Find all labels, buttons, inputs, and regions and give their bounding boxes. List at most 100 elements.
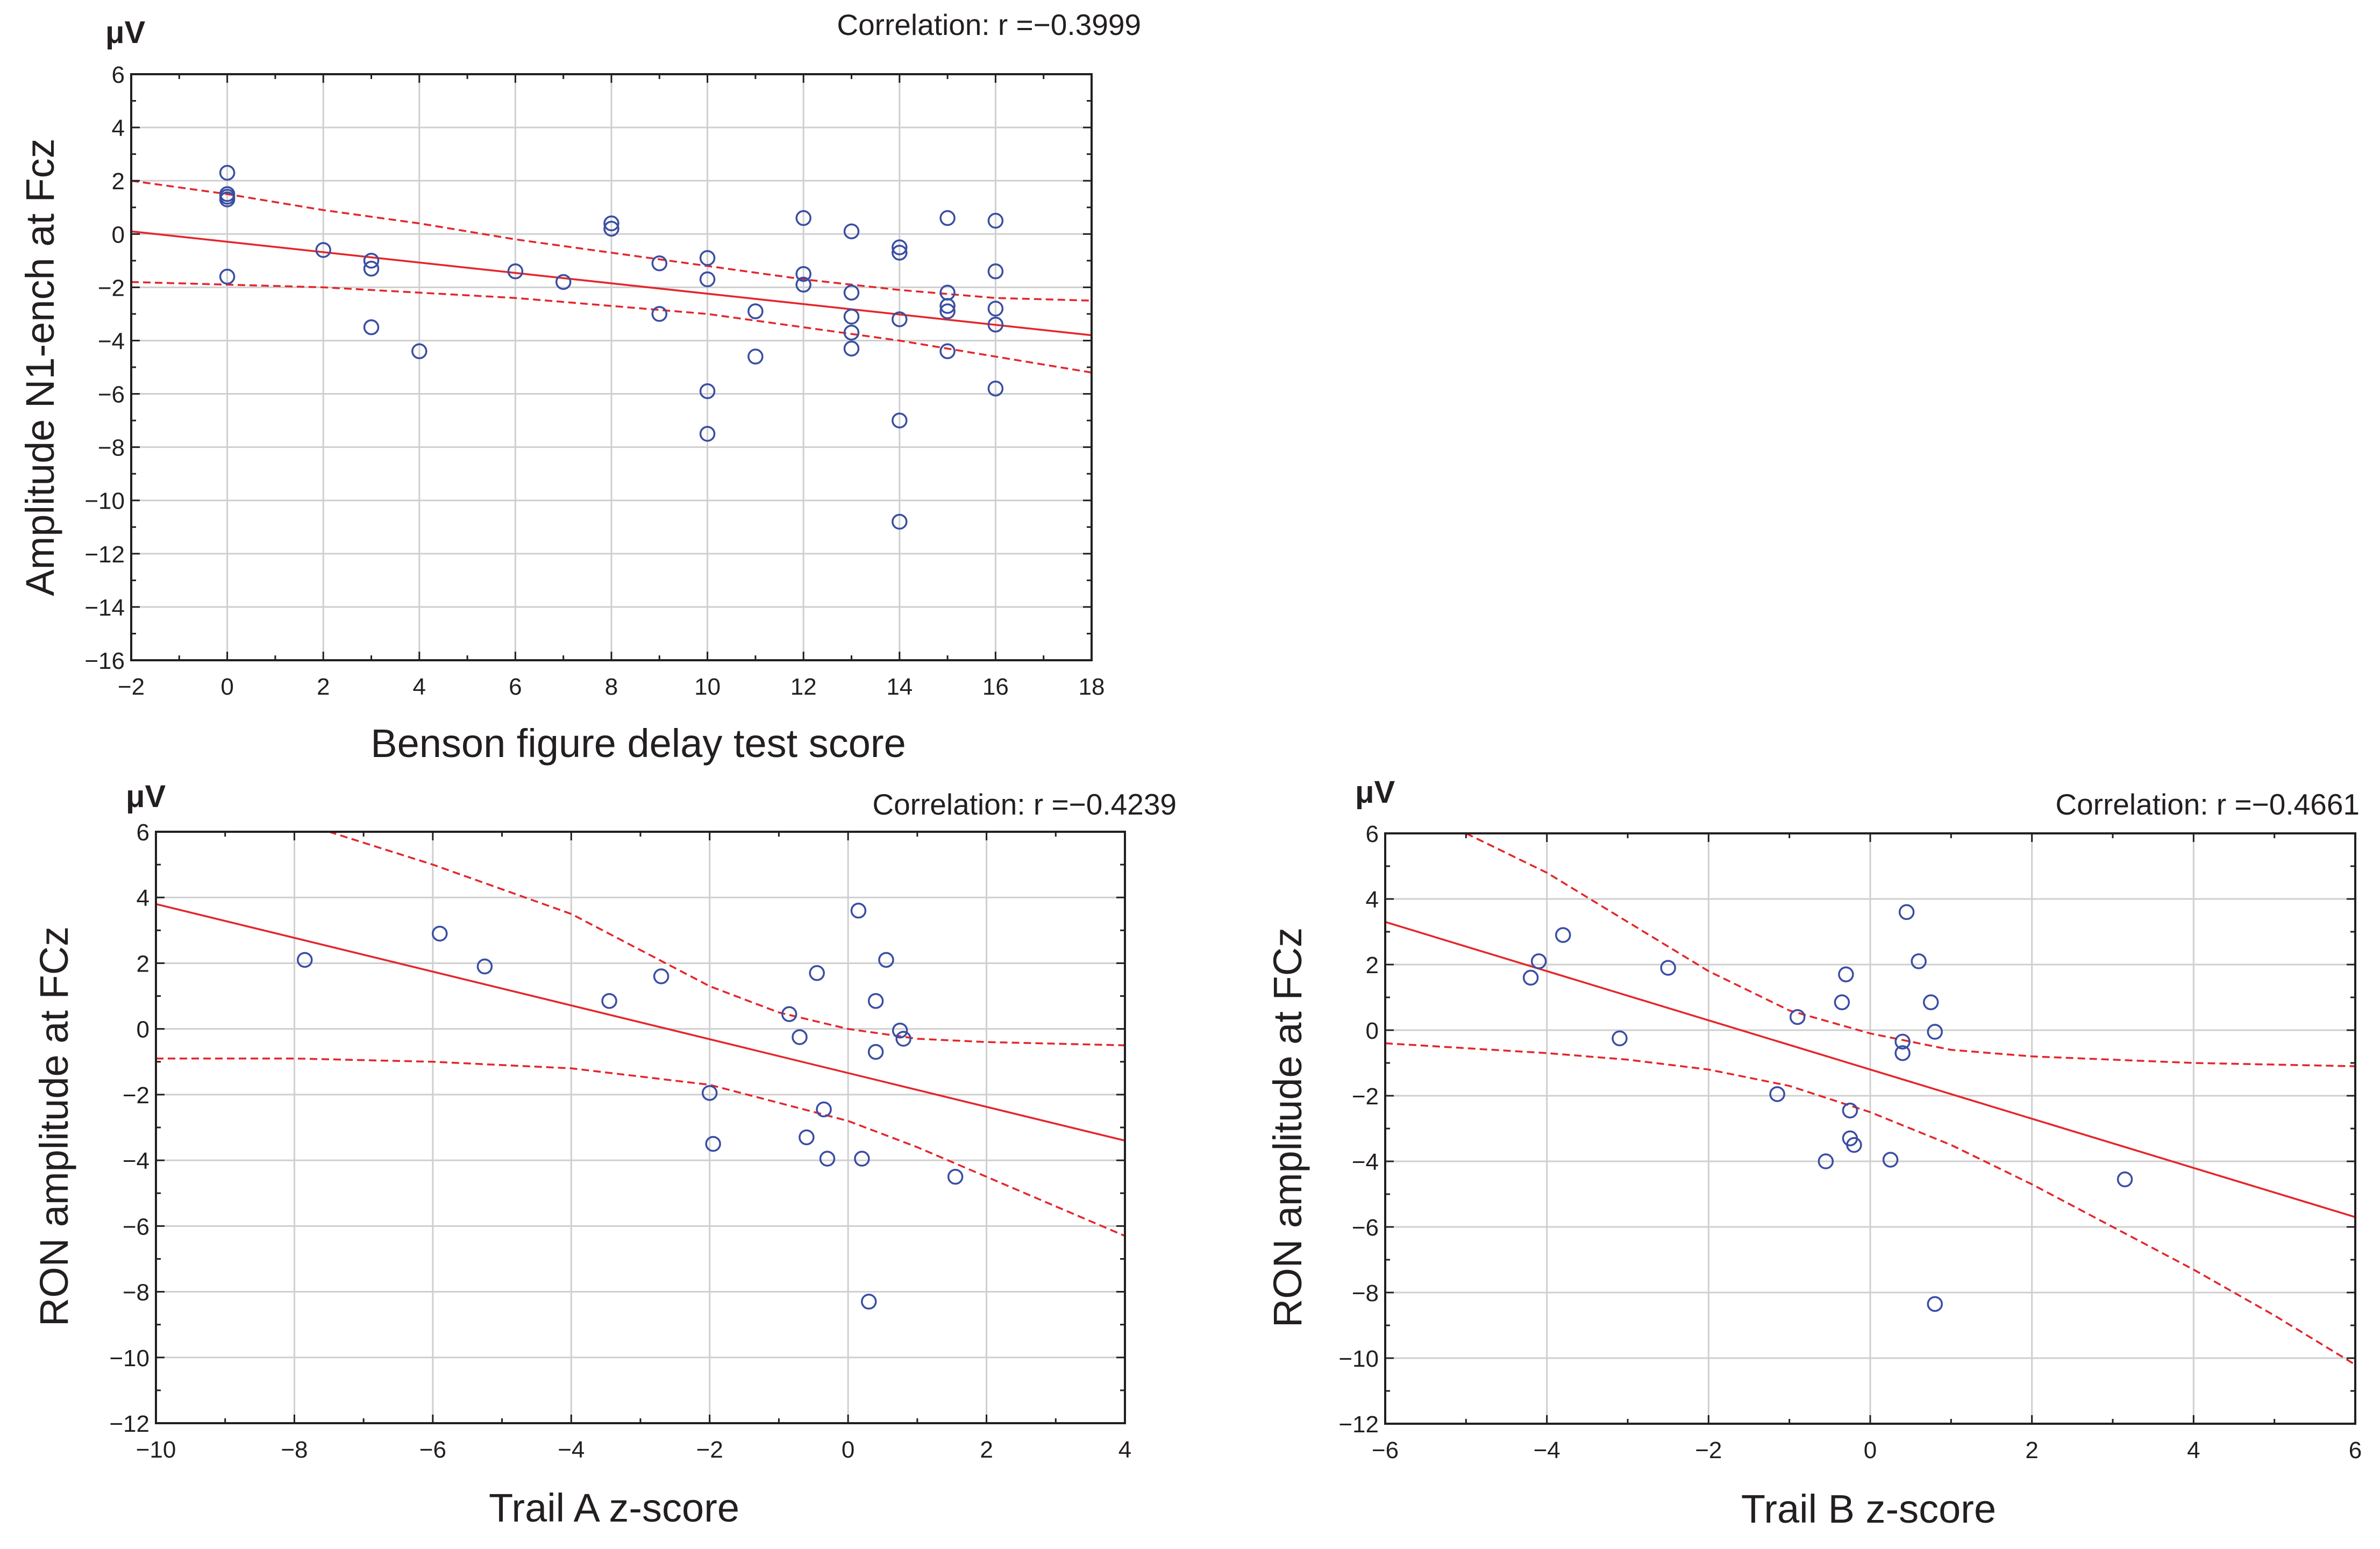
x-tick-label: −2 [696, 1437, 723, 1463]
data-point [795, 266, 811, 282]
y-tick-label: 4 [137, 885, 149, 911]
data-point [892, 513, 908, 530]
data-point [1769, 1086, 1785, 1102]
y-tick-label: 2 [112, 168, 125, 195]
data-point [799, 1129, 815, 1146]
data-point [939, 303, 956, 319]
x-tick-label: 2 [2025, 1437, 2038, 1464]
data-point [850, 902, 867, 919]
y-tick-label: −6 [1352, 1215, 1379, 1241]
x-tick-label: 2 [980, 1437, 993, 1463]
data-point [601, 993, 617, 1009]
x-tick-label: 0 [220, 674, 233, 700]
x-tick-label: 8 [605, 674, 618, 700]
data-point [987, 212, 1004, 229]
confidence-band-lower [156, 1057, 1125, 1237]
y-tick-label: −10 [84, 488, 125, 515]
data-point [699, 383, 716, 399]
data-point [363, 319, 380, 336]
data-point [296, 952, 313, 968]
data-point [747, 348, 764, 365]
x-axis-title: Trail A z-score [489, 1486, 739, 1530]
panel-trail-b: −6 −4 −2 0 2 4 6 −12 −10 −8 −6 −4 −2 0 2 4 6 μV Correlat… [1265, 775, 2362, 1531]
data-point [939, 210, 956, 226]
y-tick-label: 2 [1366, 952, 1379, 979]
data-point [867, 993, 884, 1009]
data-point [363, 260, 380, 277]
data-point [843, 309, 860, 325]
unit-label: μV [1355, 775, 1395, 810]
x-tick-label: 0 [1864, 1437, 1877, 1464]
data-point [1898, 904, 1915, 920]
data-point [699, 250, 716, 266]
x-axis-title: Benson figure delay test score [370, 721, 906, 766]
y-tick-label: −12 [84, 541, 125, 568]
confidence-band-lower [1385, 1042, 2355, 1366]
data-point [1522, 969, 1539, 986]
x-tick-label: 4 [413, 674, 426, 700]
y-tick-label: −4 [123, 1148, 149, 1174]
data-point [219, 268, 236, 285]
x-tick-label: −10 [136, 1437, 176, 1463]
y-tick-label: −6 [98, 382, 125, 408]
x-tick-label: −2 [1695, 1437, 1722, 1464]
data-point [1911, 953, 1927, 969]
x-tick-label: 2 [317, 674, 330, 700]
data-point [1555, 927, 1571, 943]
data-point [747, 303, 764, 319]
y-tick-label: −4 [1352, 1149, 1379, 1175]
data-point [1842, 1102, 1858, 1119]
data-point [892, 412, 908, 429]
y-tick-label: −2 [1352, 1083, 1379, 1110]
data-point [854, 1151, 870, 1167]
correlation-label: Correlation: r =−0.4239 [872, 788, 1177, 821]
x-tick-label: 6 [509, 674, 522, 700]
correlation-label: Correlation: r =−0.4661 [2055, 788, 2360, 821]
data-point [1894, 1045, 1911, 1061]
data-point [1834, 994, 1850, 1010]
data-point [1923, 994, 1939, 1010]
data-point [809, 965, 825, 981]
y-tick-label: 4 [112, 115, 125, 141]
panel-benson: −2 0 2 4 6 8 10 12 14 16 18 −16 −14 −12 −10 −8 −6 −4 −2 0 2 4… [18, 8, 1141, 766]
data-point [878, 952, 894, 968]
data-point [1882, 1152, 1899, 1168]
data-point [867, 1044, 884, 1060]
x-tick-label: 12 [790, 674, 817, 700]
x-tick-label: 0 [842, 1437, 854, 1463]
y-tick-label: 2 [137, 951, 149, 977]
data-point [987, 380, 1004, 397]
x-tick-label: 18 [1079, 674, 1105, 700]
x-tick-label: −4 [1534, 1437, 1560, 1464]
correlation-label: Correlation: r =−0.3999 [837, 8, 1141, 41]
data-point [705, 1136, 721, 1152]
data-point [1530, 953, 1547, 969]
y-tick-label: 6 [112, 62, 125, 88]
data-point [363, 253, 380, 269]
regression-line [1385, 921, 2355, 1218]
data-point [701, 1085, 718, 1101]
y-tick-label: −10 [1338, 1346, 1379, 1372]
data-point [892, 311, 908, 327]
data-point [892, 239, 908, 255]
y-tick-label: 6 [1366, 821, 1379, 847]
y-tick-label: −2 [98, 275, 125, 301]
data-point [651, 255, 668, 272]
y-axis-title: Amplitude N1-ench at Fcz [18, 138, 62, 596]
y-tick-label: 4 [1366, 887, 1379, 913]
y-tick-label: 0 [1366, 1018, 1379, 1044]
data-point [603, 220, 619, 237]
data-point [781, 1006, 797, 1022]
unit-label: μV [105, 15, 145, 50]
data-point [431, 925, 448, 942]
x-tick-label: 4 [2187, 1437, 2200, 1464]
y-tick-label: −10 [109, 1345, 149, 1372]
data-point [2117, 1171, 2133, 1188]
x-tick-label: −2 [118, 674, 145, 700]
data-point [892, 245, 908, 261]
data-point [1789, 1009, 1806, 1025]
y-axis-title: RON amplitude at FCz [32, 926, 76, 1326]
y-axis-title: RON amplitude at FCz [1265, 927, 1310, 1327]
